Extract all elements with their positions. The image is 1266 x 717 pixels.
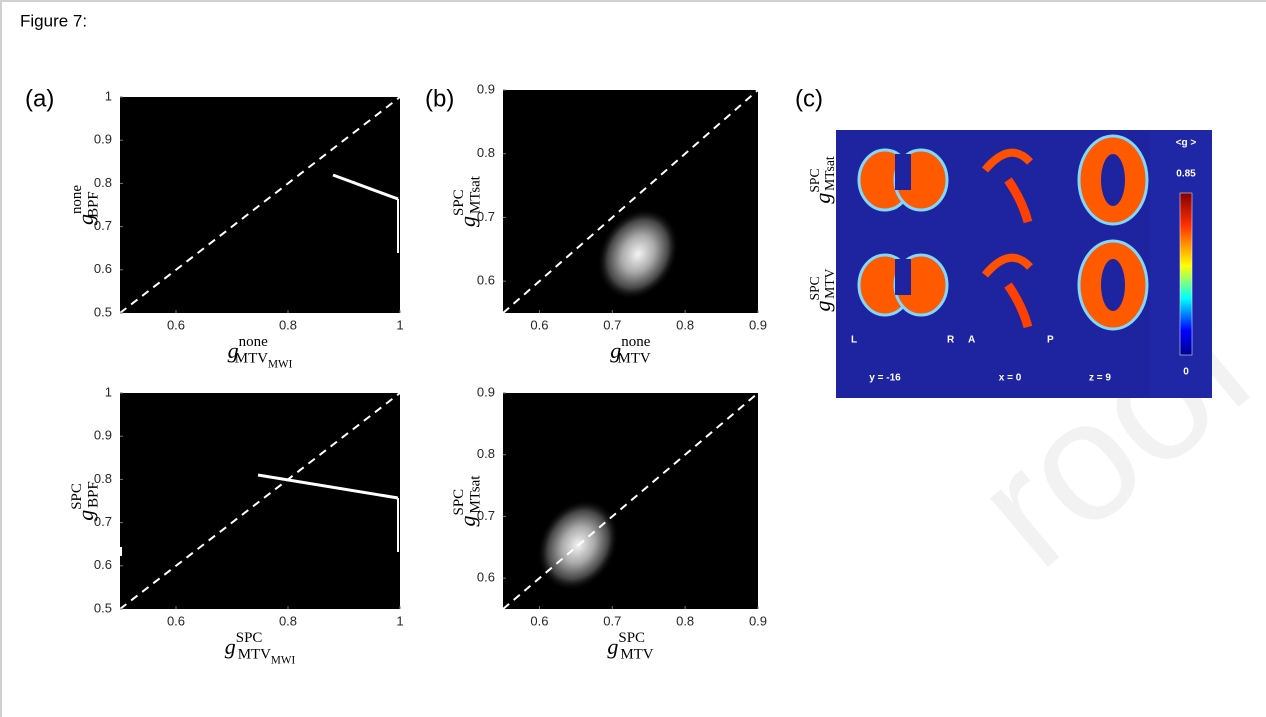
label-base: g (455, 515, 480, 526)
y-tick-label: 0.8 (94, 175, 112, 190)
label-sup: SPC (618, 631, 645, 647)
y-tick-label: 0.6 (94, 261, 112, 276)
y-tick-label: 0.9 (477, 384, 495, 399)
label-base: g (225, 634, 236, 659)
orientation-label: A (968, 335, 975, 346)
brain-slice (895, 259, 911, 295)
x-tick-label: 0.6 (167, 317, 185, 332)
figure-label: Figure 7: (20, 11, 87, 30)
axis-label: gnoneBPF (70, 185, 103, 225)
label-sub: MTV (620, 647, 653, 663)
label-subsub: MWI (271, 654, 296, 666)
axis-label: gSPCMTV (807, 268, 837, 311)
y-tick-label: 0.9 (94, 132, 112, 147)
y-tick-label: 0.9 (94, 428, 112, 443)
label-sub: BPF (86, 481, 102, 508)
label-sup: none (621, 335, 650, 351)
y-tick-label: 0.8 (477, 446, 495, 461)
x-tick-label: 0.6 (530, 317, 548, 332)
x-tick-label: 0.6 (167, 613, 185, 628)
label-sub: MTsat (468, 475, 484, 514)
label-sub: MTsat (468, 175, 484, 214)
brain-slice (895, 154, 911, 190)
x-tick-label: 0.8 (676, 317, 694, 332)
colorbar-min: 0 (1183, 367, 1189, 378)
label-base: g (810, 193, 835, 204)
y-tick-label: 0.6 (94, 557, 112, 572)
orientation-label: L (851, 335, 857, 346)
x-tick-label: 0.9 (749, 317, 767, 332)
panel-label: (a) (25, 85, 54, 112)
label-sup: SPC (807, 276, 822, 300)
slice-label: y = -16 (869, 373, 901, 384)
orientation-label: P (1047, 335, 1054, 346)
panel-c (836, 130, 1212, 398)
axis-label: gSPCMTsat (807, 156, 837, 204)
y-tick-label: 1 (105, 384, 112, 399)
label-sup: SPC (236, 631, 263, 647)
label-subsub: MWI (268, 358, 293, 370)
axis-label: gnoneMTVMWI (228, 335, 293, 370)
axis-label: gSPCMTsat (452, 175, 485, 227)
y-tick-label: 0.5 (94, 304, 112, 319)
colorbar-max: 0.85 (1176, 169, 1196, 180)
x-tick-label: 1 (396, 317, 403, 332)
label-base: g (73, 510, 98, 521)
label-sup: SPC (807, 168, 822, 192)
colorbar (1180, 193, 1192, 355)
x-tick-label: 0.7 (603, 317, 621, 332)
panel-label: (c) (795, 85, 823, 112)
label-sub: MTV (235, 351, 268, 367)
x-tick-label: 1 (396, 613, 403, 628)
axis-label: gSPCBPF (70, 481, 102, 521)
label-sub: MTV (617, 351, 650, 367)
label-sup: none (239, 335, 268, 351)
label-sub: MTsat (822, 156, 837, 191)
y-tick-label: 0.6 (477, 570, 495, 585)
slice-label: z = 9 (1089, 373, 1111, 384)
slice-label: x = 0 (999, 373, 1022, 384)
figure: Figure 7: roof (a)(b)(c)0.60.810.50.60.7… (0, 0, 1266, 717)
page: Figure 7: roof (a)(b)(c)0.60.810.50.60.7… (0, 0, 1266, 717)
colorbar-title: <g > (1176, 138, 1197, 149)
panel-label: (b) (425, 85, 454, 112)
y-tick-label: 0.8 (477, 145, 495, 160)
x-tick-label: 0.9 (749, 613, 767, 628)
label-sub: BPF (86, 191, 102, 218)
axis-label: gSPCMTsat (452, 475, 484, 527)
orientation-label: R (947, 335, 955, 346)
label-base: g (607, 634, 618, 659)
x-tick-label: 0.7 (603, 613, 621, 628)
y-tick-label: 1 (105, 88, 112, 103)
y-tick-label: 0.5 (94, 600, 112, 615)
brain-slice (1101, 154, 1125, 206)
label-sup: none (70, 185, 86, 214)
x-tick-label: 0.6 (530, 613, 548, 628)
label-sub: MTV (822, 268, 837, 298)
label-base: g (455, 216, 480, 227)
x-tick-label: 0.8 (279, 317, 297, 332)
label-sup: SPC (70, 483, 86, 510)
label-base: g (810, 300, 835, 311)
label-sup: SPC (452, 189, 468, 216)
brain-slice (1101, 259, 1125, 311)
y-tick-label: 0.6 (477, 273, 495, 288)
label-sub: MTV (238, 647, 271, 663)
x-tick-label: 0.8 (676, 613, 694, 628)
label-sup: SPC (452, 489, 468, 516)
y-tick-label: 0.9 (477, 81, 495, 96)
x-tick-label: 0.8 (279, 613, 297, 628)
